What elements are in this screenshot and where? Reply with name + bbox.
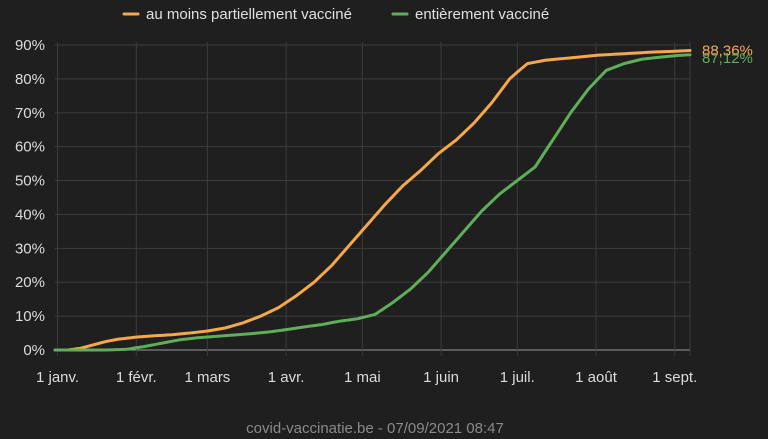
y-tick-label: 10%: [15, 308, 45, 325]
y-tick-label: 80%: [15, 71, 45, 88]
x-tick-label: 1 juil.: [500, 369, 535, 386]
legend: au moins partiellement vacciné entièremen…: [122, 6, 549, 23]
y-tick-label: 50%: [15, 173, 45, 190]
x-tick-label: 1 mai: [344, 369, 381, 386]
x-tick-label: 1 sept.: [652, 369, 697, 386]
x-tick-label: 1 août: [575, 369, 618, 386]
x-tick-label: 1 févr.: [116, 369, 157, 386]
series-line-0: [53, 49, 692, 352]
x-tick-label: 1 mars: [184, 369, 230, 386]
end-label-1: 87,12%: [702, 50, 753, 67]
y-tick-label: 90%: [15, 37, 45, 54]
y-tick-label: 30%: [15, 240, 45, 257]
y-axis: 0% 10% 20% 30% 40% 50% 60% 70% 80% 90%: [15, 37, 45, 359]
x-tick-label: 1 avr.: [268, 369, 305, 386]
end-label-0: 88,36%: [702, 43, 753, 60]
y-tick-label: 40%: [15, 206, 45, 223]
end-labels: 88,36%87,12%: [702, 43, 753, 67]
x-tick-label: 1 juin: [423, 369, 459, 386]
y-tick-label: 20%: [15, 274, 45, 291]
x-tick-label: 1 janv.: [36, 369, 79, 386]
series-line-1: [53, 53, 692, 352]
grid-lines: [55, 42, 691, 356]
series-lines: [53, 49, 692, 352]
footer-source: covid-vaccinatie.be - 07/09/2021 08:47: [246, 420, 504, 437]
y-tick-label: 0%: [23, 342, 45, 359]
legend-label-0: au moins partiellement vacciné: [146, 6, 352, 23]
x-axis: 1 janv. 1 févr. 1 mars 1 avr. 1 mai 1 juin 1 j…: [36, 369, 697, 386]
y-tick-label: 60%: [15, 139, 45, 156]
y-tick-label: 70%: [15, 105, 45, 122]
legend-label-1: entièrement vacciné: [415, 6, 549, 23]
